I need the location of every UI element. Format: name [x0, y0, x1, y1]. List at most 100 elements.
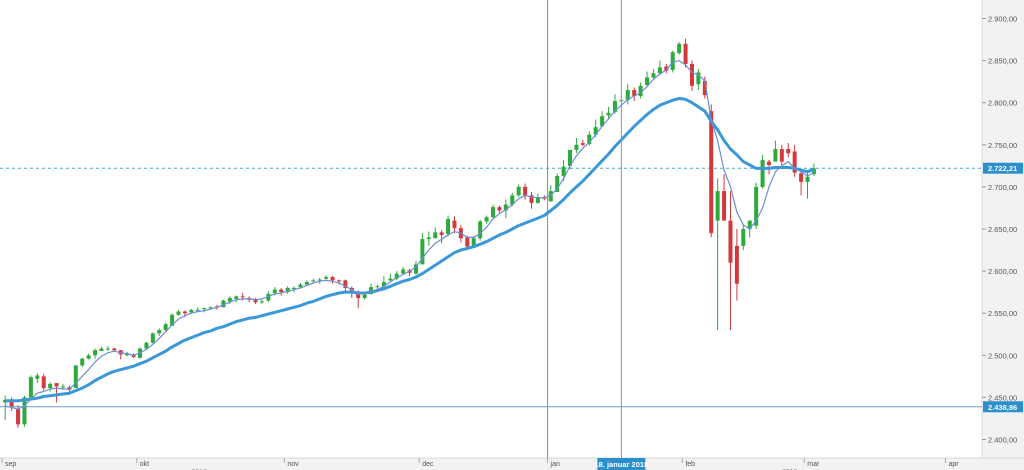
- candle-down[interactable]: [734, 245, 739, 284]
- candle-up[interactable]: [170, 314, 175, 326]
- candle-up[interactable]: [574, 144, 579, 150]
- candle-up[interactable]: [73, 365, 78, 389]
- candle-up[interactable]: [375, 286, 380, 288]
- candle-down[interactable]: [240, 296, 245, 298]
- candle-down[interactable]: [709, 111, 714, 234]
- candle-up[interactable]: [202, 308, 207, 310]
- candle-up[interactable]: [80, 358, 85, 366]
- candle-up[interactable]: [388, 278, 393, 281]
- candle-up[interactable]: [394, 273, 399, 279]
- candle-down[interactable]: [792, 151, 797, 173]
- candle-down[interactable]: [452, 220, 457, 229]
- candle-up[interactable]: [157, 330, 162, 334]
- candle-up[interactable]: [60, 386, 65, 388]
- candle-up[interactable]: [189, 309, 194, 313]
- candle-up[interactable]: [471, 238, 476, 246]
- candle-down[interactable]: [786, 149, 791, 154]
- candle-up[interactable]: [369, 287, 374, 294]
- candle-up[interactable]: [259, 301, 264, 303]
- candle-up[interactable]: [125, 353, 130, 356]
- candle-down[interactable]: [689, 63, 694, 86]
- candle-up[interactable]: [285, 287, 290, 293]
- candle-down[interactable]: [529, 195, 534, 203]
- candle-up[interactable]: [413, 264, 418, 274]
- candle-up[interactable]: [625, 90, 630, 101]
- candle-up[interactable]: [28, 377, 33, 398]
- candle-up[interactable]: [208, 307, 213, 309]
- candle-up[interactable]: [651, 73, 656, 78]
- candle-down[interactable]: [253, 299, 258, 303]
- candle-up[interactable]: [420, 239, 425, 265]
- candle-up[interactable]: [587, 134, 592, 144]
- candle-down[interactable]: [683, 43, 688, 64]
- candle-up[interactable]: [105, 348, 110, 350]
- candle-up[interactable]: [446, 218, 451, 235]
- candle-down[interactable]: [336, 280, 341, 282]
- candle-down[interactable]: [41, 376, 46, 389]
- candle-up[interactable]: [612, 101, 617, 112]
- candle-up[interactable]: [593, 127, 598, 135]
- candle-up[interactable]: [195, 309, 200, 311]
- candle-up[interactable]: [561, 166, 566, 176]
- candle-down[interactable]: [465, 237, 470, 247]
- candle-up[interactable]: [677, 43, 682, 54]
- candle-up[interactable]: [317, 279, 322, 281]
- candle-down[interactable]: [16, 409, 21, 425]
- candle-up[interactable]: [144, 342, 149, 349]
- candle-up[interactable]: [324, 276, 329, 279]
- candle-up[interactable]: [484, 217, 489, 222]
- candle-up[interactable]: [670, 52, 675, 70]
- candle-down[interactable]: [766, 161, 771, 166]
- candle-up[interactable]: [491, 207, 495, 218]
- candle-up[interactable]: [86, 355, 91, 359]
- candle-down[interactable]: [580, 143, 585, 145]
- candle-up[interactable]: [516, 186, 521, 196]
- candle-up[interactable]: [478, 221, 483, 239]
- candle-down[interactable]: [632, 90, 637, 96]
- candle-up[interactable]: [99, 348, 104, 352]
- candle-down[interactable]: [279, 289, 284, 293]
- candle-down[interactable]: [54, 383, 59, 387]
- candle-up[interactable]: [266, 293, 271, 301]
- candle-down[interactable]: [799, 173, 804, 182]
- candle-up[interactable]: [48, 383, 53, 389]
- candle-up[interactable]: [754, 186, 759, 226]
- candle-up[interactable]: [433, 232, 438, 239]
- candle-up[interactable]: [93, 350, 98, 356]
- candle-up[interactable]: [747, 220, 752, 229]
- candle-up[interactable]: [234, 296, 239, 299]
- candle-up[interactable]: [811, 168, 816, 175]
- candle-up[interactable]: [362, 294, 367, 299]
- candle-down[interactable]: [523, 186, 528, 196]
- candle-up[interactable]: [35, 375, 40, 379]
- candle-up[interactable]: [638, 85, 643, 96]
- candle-up[interactable]: [311, 280, 316, 282]
- candle-down[interactable]: [112, 348, 117, 351]
- candle-down[interactable]: [702, 80, 707, 96]
- candle-up[interactable]: [381, 282, 386, 287]
- candle-down[interactable]: [330, 276, 335, 281]
- candle-up[interactable]: [773, 149, 778, 162]
- candle-up[interactable]: [304, 282, 309, 285]
- candle-up[interactable]: [221, 300, 226, 308]
- candle-down[interactable]: [439, 232, 444, 235]
- candle-up[interactable]: [548, 191, 553, 202]
- candle-up[interactable]: [805, 176, 810, 182]
- candle-down[interactable]: [664, 66, 669, 71]
- candle-up[interactable]: [715, 191, 720, 221]
- candle-up[interactable]: [272, 289, 277, 293]
- candle-up[interactable]: [645, 77, 650, 86]
- candle-up[interactable]: [568, 149, 573, 166]
- candle-up[interactable]: [696, 72, 701, 85]
- candle-up[interactable]: [503, 204, 508, 211]
- candle-down[interactable]: [9, 399, 14, 408]
- candle-up[interactable]: [600, 116, 605, 127]
- candle-up[interactable]: [150, 333, 155, 343]
- candle-up[interactable]: [426, 237, 431, 240]
- candle-up[interactable]: [292, 287, 297, 289]
- candle-up[interactable]: [535, 197, 540, 203]
- candle-up[interactable]: [227, 298, 232, 302]
- candle-up[interactable]: [606, 112, 611, 116]
- candle-down[interactable]: [182, 311, 187, 314]
- candle-up[interactable]: [510, 195, 515, 205]
